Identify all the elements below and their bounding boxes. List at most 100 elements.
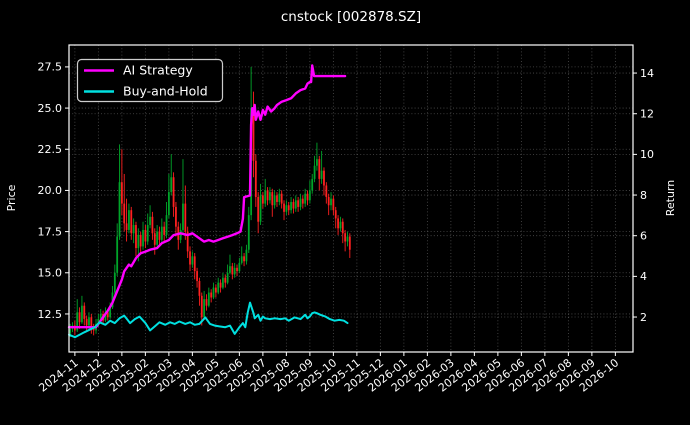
return-tick-label: 6 xyxy=(640,230,647,243)
candle-body xyxy=(292,201,295,209)
candle-body xyxy=(254,160,257,198)
candle-body xyxy=(104,312,107,321)
legend-label-buy-and-hold: Buy-and-Hold xyxy=(123,84,208,99)
candle-body xyxy=(160,226,163,240)
candle-body xyxy=(170,177,173,193)
candle-body xyxy=(163,226,166,235)
candle-body xyxy=(280,193,283,204)
candle-body xyxy=(271,192,274,206)
candle-body xyxy=(125,223,128,230)
candle-body xyxy=(85,318,88,326)
legend: AI Strategy Buy-and-Hold xyxy=(76,58,224,103)
candle-body xyxy=(346,236,349,242)
candle-body xyxy=(252,108,255,161)
candle-body xyxy=(69,328,72,334)
candle-body xyxy=(238,262,241,272)
series-line-ai-strategy xyxy=(67,64,347,329)
candle-body xyxy=(106,312,109,318)
candle-body xyxy=(337,218,339,229)
candle-body xyxy=(151,216,154,234)
price-tick-label: 15.0 xyxy=(38,267,63,280)
candle-body xyxy=(189,251,191,265)
candle-body xyxy=(128,210,130,230)
candle-body xyxy=(83,305,86,319)
candle-body xyxy=(210,292,213,298)
candle-body xyxy=(142,229,144,247)
candle-body xyxy=(313,165,316,179)
candle-body xyxy=(297,200,300,207)
candle-body xyxy=(316,159,318,166)
candle-body xyxy=(273,195,276,206)
candle-body xyxy=(146,225,149,242)
candle-body xyxy=(261,195,264,204)
candle-body xyxy=(217,282,220,293)
candle-body xyxy=(245,249,248,262)
candle-body xyxy=(165,215,168,235)
candle-body xyxy=(212,287,215,298)
candle-body xyxy=(259,195,262,222)
candle-body xyxy=(285,205,288,212)
candle-body xyxy=(149,216,151,226)
candle-body xyxy=(257,197,260,222)
candle-body xyxy=(276,195,278,202)
price-tick-label: 25.0 xyxy=(38,102,63,115)
candle-body xyxy=(344,233,347,242)
price-tick-label: 12.5 xyxy=(38,308,63,321)
candle-body xyxy=(167,192,170,216)
candle-body xyxy=(318,159,321,179)
candle-body xyxy=(304,193,307,204)
return-tick-label: 2 xyxy=(640,311,647,324)
candle-body xyxy=(193,256,196,272)
candle-body xyxy=(264,190,267,204)
plot-area-frame xyxy=(68,44,634,353)
candle-body xyxy=(269,192,271,201)
candle-body xyxy=(287,205,290,211)
candle-body xyxy=(179,229,182,240)
candle-body xyxy=(198,281,201,296)
candle-body xyxy=(184,203,187,232)
candle-body xyxy=(88,317,90,326)
candle-body xyxy=(219,282,222,288)
candle-body xyxy=(175,206,177,227)
return-tick-label: 12 xyxy=(640,108,654,121)
right-axis-label: Return xyxy=(664,180,677,217)
return-tick-label: 10 xyxy=(640,148,654,161)
candle-body xyxy=(139,234,142,247)
candle-body xyxy=(283,203,285,212)
candle-body xyxy=(247,215,250,250)
candle-body xyxy=(330,198,332,206)
candle-body xyxy=(200,295,203,318)
candle-body xyxy=(229,266,231,273)
candle-body xyxy=(118,182,121,237)
candle-body xyxy=(308,190,311,201)
candle-body xyxy=(278,193,281,202)
candle-body xyxy=(290,201,292,211)
left-axis-label: Price xyxy=(5,184,18,211)
candle-body xyxy=(97,318,100,324)
candle-body xyxy=(240,256,243,263)
candle-body xyxy=(332,198,335,211)
candle-body xyxy=(123,203,126,224)
candle-body xyxy=(158,231,161,240)
price-tick-label: 27.5 xyxy=(38,61,63,74)
candle-body xyxy=(130,210,133,234)
candle-body xyxy=(320,170,323,179)
candle-body xyxy=(311,178,314,191)
candle-body xyxy=(99,313,102,319)
candle-body xyxy=(113,272,116,293)
candle-body xyxy=(325,185,328,198)
price-tick-label: 22.5 xyxy=(38,143,63,156)
candle-body xyxy=(294,200,297,209)
candle-body xyxy=(132,225,135,234)
candle-body xyxy=(226,272,229,283)
series-line-buy-and-hold xyxy=(68,301,349,339)
candle-body xyxy=(203,299,206,318)
candle-body xyxy=(233,267,236,275)
candle-body xyxy=(236,267,238,272)
candle-body xyxy=(341,221,344,234)
price-tick-label: 20.0 xyxy=(38,184,63,197)
candle-body xyxy=(116,236,119,273)
candle-body xyxy=(301,198,304,204)
